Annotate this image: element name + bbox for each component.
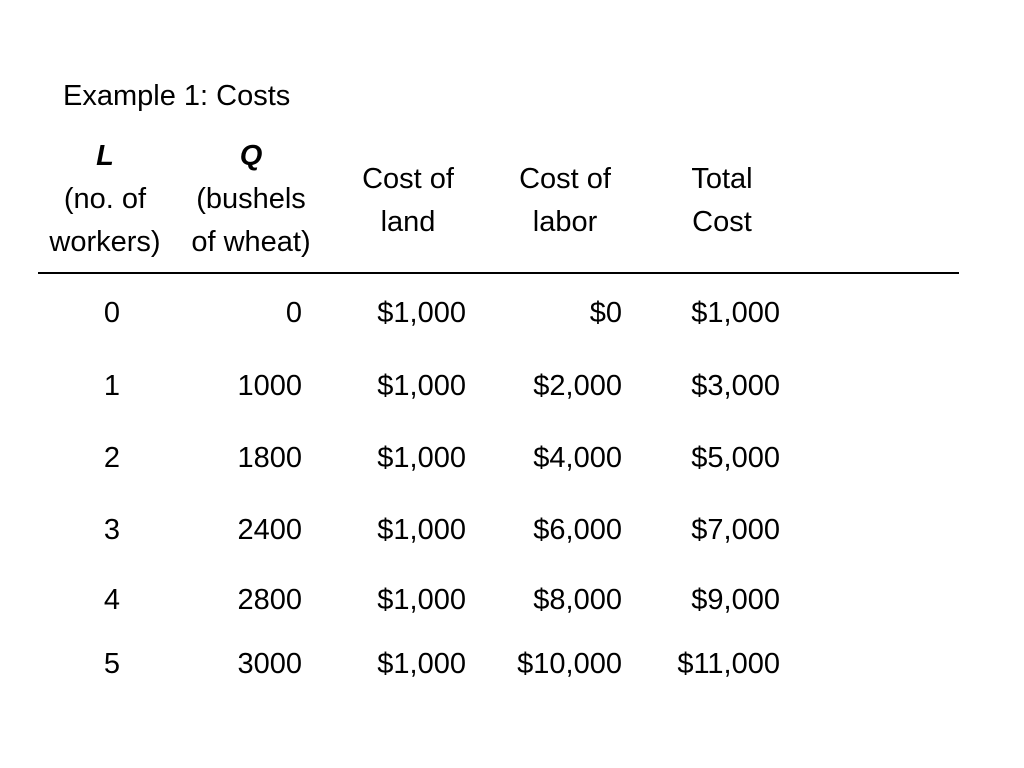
table-row-3-labor: $6,000 xyxy=(533,514,622,546)
header-q-symbol: Q xyxy=(239,140,263,172)
header-divider xyxy=(38,272,959,274)
table-row-0-q: 0 xyxy=(285,297,302,329)
header-total-cost: Total Cost xyxy=(652,158,792,244)
table-row-2-l: 2 xyxy=(103,442,121,474)
table-row-0-land: $1,000 xyxy=(377,297,466,329)
table-row-4-land: $1,000 xyxy=(377,584,466,616)
table-row-1-total: $3,000 xyxy=(691,370,780,402)
table-row-2-total: $5,000 xyxy=(691,442,780,474)
header-l-line1: (no. of xyxy=(63,183,147,215)
table-row-3-q: 2400 xyxy=(237,514,302,546)
table-row-0-total: $1,000 xyxy=(691,297,780,329)
table-row-5-labor: $10,000 xyxy=(517,648,622,680)
header-labor-quantity: L (no. of workers) xyxy=(30,135,180,264)
table-row-1-land: $1,000 xyxy=(377,370,466,402)
header-total-line1: Total xyxy=(691,163,753,195)
header-q-line1: (bushels xyxy=(196,183,306,215)
header-labor-line1: Cost of xyxy=(519,163,611,195)
table-row-3-l: 3 xyxy=(103,514,121,546)
header-total-line2: Cost xyxy=(692,206,752,238)
table-row-5-l: 5 xyxy=(103,648,121,680)
header-land-line1: Cost of xyxy=(362,163,454,195)
header-land-line2: land xyxy=(380,206,436,238)
table-row-4-total: $9,000 xyxy=(691,584,780,616)
table-row-3-land: $1,000 xyxy=(377,514,466,546)
header-q-line2: of wheat) xyxy=(191,226,311,258)
table-row-2-labor: $4,000 xyxy=(533,442,622,474)
table-row-1-q: 1000 xyxy=(237,370,302,402)
table-row-1-labor: $2,000 xyxy=(533,370,622,402)
header-cost-of-labor: Cost of labor xyxy=(495,158,635,244)
table-row-5-land: $1,000 xyxy=(377,648,466,680)
header-cost-of-land: Cost of land xyxy=(338,158,478,244)
header-labor-line2: labor xyxy=(532,206,598,238)
header-l-symbol: L xyxy=(96,140,114,172)
table-row-0-l: 0 xyxy=(103,297,121,329)
table-row-1-l: 1 xyxy=(103,370,121,402)
table-row-5-q: 3000 xyxy=(237,648,302,680)
table-row-4-l: 4 xyxy=(103,584,121,616)
table-row-3-total: $7,000 xyxy=(691,514,780,546)
table-row-5-total: $11,000 xyxy=(677,648,780,680)
table-row-2-land: $1,000 xyxy=(377,442,466,474)
table-row-4-labor: $8,000 xyxy=(533,584,622,616)
table-row-0-labor: $0 xyxy=(589,297,622,329)
table-row-4-q: 2800 xyxy=(237,584,302,616)
header-l-line2: workers) xyxy=(49,226,161,258)
table-row-2-q: 1800 xyxy=(237,442,302,474)
header-output-quantity: Q (bushels of wheat) xyxy=(176,135,326,264)
slide-title: Example 1: Costs xyxy=(63,80,291,112)
